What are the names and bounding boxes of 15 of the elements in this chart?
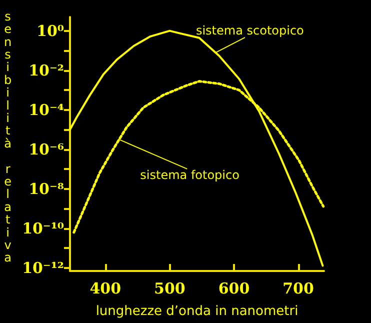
x-tick-label: 600 bbox=[218, 280, 250, 298]
annotation: sistema scotopico bbox=[196, 23, 304, 38]
y-tick-label: 10⁻⁴ bbox=[28, 100, 64, 119]
text: sensibilità relativa bbox=[4, 9, 12, 265]
x-tick-label: 700 bbox=[282, 280, 314, 298]
y-tick-label: 10⁻² bbox=[28, 61, 64, 80]
annotation: sistema fotopico bbox=[140, 168, 240, 182]
y-tick-label: 10⁰ bbox=[36, 22, 64, 40]
x-tick-label: 400 bbox=[90, 280, 122, 298]
x-axis-title: lunghezze d’onda in nanometri bbox=[96, 304, 298, 319]
y-tick-label: 10⁻¹⁰ bbox=[22, 219, 64, 238]
x-tick-label: 500 bbox=[154, 280, 186, 298]
y-tick-label: 10⁻¹² bbox=[22, 258, 64, 277]
y-tick-label: 10⁻⁸ bbox=[28, 180, 64, 198]
y-tick-label: 10⁻⁶ bbox=[28, 140, 64, 158]
